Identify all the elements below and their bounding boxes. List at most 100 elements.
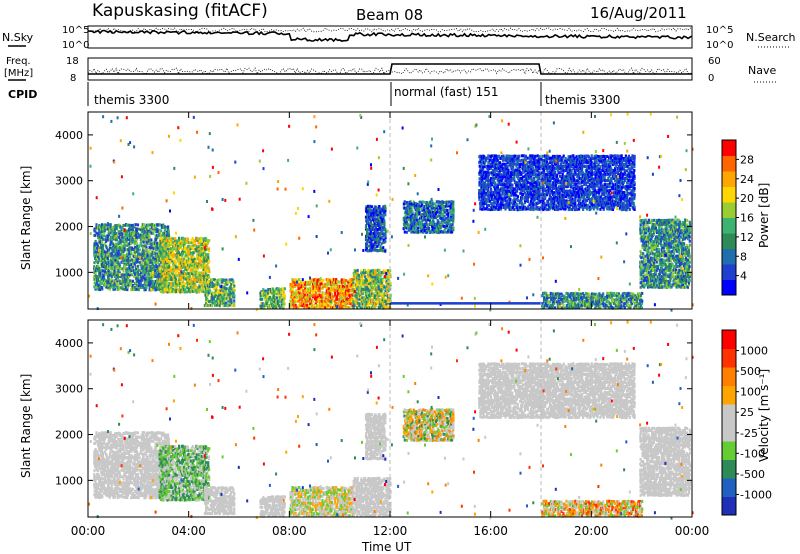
data-cell [97, 261, 100, 265]
data-cell [137, 288, 140, 292]
data-cell [507, 168, 510, 172]
data-cell [131, 258, 134, 262]
data-cell [151, 288, 154, 292]
data-cell [154, 239, 157, 243]
data-cell [139, 238, 142, 241]
data-cell [130, 288, 133, 292]
data-cell [101, 246, 104, 250]
data-cell [233, 289, 236, 293]
data-cell [348, 293, 351, 297]
data-cell [118, 230, 121, 233]
data-cell [152, 246, 155, 250]
data-cell [370, 205, 373, 209]
data-cell [124, 288, 127, 291]
data-cell [124, 266, 127, 270]
data-cell [129, 254, 132, 258]
data-cell [156, 241, 159, 245]
data-cell [142, 223, 145, 227]
data-cell [118, 286, 121, 290]
data-cell [138, 244, 141, 248]
data-cell [114, 252, 117, 256]
data-cell [134, 275, 137, 279]
data-cell [113, 265, 116, 269]
data-cell [125, 239, 128, 243]
data-cell [111, 286, 114, 289]
data-cell [140, 226, 143, 229]
data-cell [129, 256, 132, 260]
data-cell [113, 269, 116, 273]
data-cell [101, 269, 104, 273]
data-cell [378, 268, 381, 272]
data-cell [283, 294, 286, 298]
data-cell [103, 283, 106, 287]
data-cell [140, 244, 143, 248]
data-cell [110, 279, 114, 283]
data-cell [103, 229, 106, 233]
data-cell [113, 287, 116, 291]
data-cell [97, 236, 100, 240]
data-cell [131, 235, 134, 239]
data-cell [107, 275, 110, 279]
data-cell [105, 238, 108, 242]
data-cell [211, 301, 214, 305]
data-cell [108, 248, 111, 252]
data-cell [146, 225, 149, 229]
data-cell [116, 262, 119, 266]
data-cell [151, 252, 154, 256]
data-cell [142, 227, 145, 231]
data-cell [125, 233, 128, 237]
data-cell [521, 175, 524, 179]
data-cell [131, 283, 135, 287]
data-cell [97, 234, 100, 238]
data-cell [160, 229, 163, 233]
data-cell [313, 287, 317, 291]
data-cell [136, 246, 139, 250]
data-cell [112, 287, 115, 291]
data-cell [103, 242, 106, 246]
data-cell [115, 225, 118, 229]
data-cell [107, 269, 110, 272]
data-cell [153, 229, 156, 233]
data-cell [151, 284, 154, 287]
data-cell [140, 262, 143, 266]
data-cell [104, 261, 107, 265]
cpid-label: CPID [8, 88, 37, 101]
data-cell [379, 245, 382, 249]
data-cell [128, 269, 131, 273]
data-cell [331, 287, 334, 291]
data-cell [113, 256, 116, 260]
cpid-segment-1: themis 3300 [94, 93, 169, 107]
data-cell [98, 270, 101, 274]
data-cell [147, 283, 150, 287]
data-cell [94, 239, 97, 243]
data-cell [153, 273, 156, 277]
data-cell [93, 275, 96, 279]
data-cell [118, 231, 121, 235]
data-cell [124, 231, 127, 235]
data-cell [384, 234, 387, 238]
data-cell [502, 154, 505, 158]
data-cell [103, 261, 106, 265]
data-cell [117, 261, 120, 265]
data-cell [142, 283, 145, 287]
data-cell [144, 250, 147, 254]
data-cell [107, 271, 110, 275]
data-cell [174, 265, 178, 269]
data-cell [206, 287, 209, 291]
data-cell [107, 252, 110, 256]
data-cell [124, 281, 127, 285]
data-cell [137, 272, 140, 276]
data-cell [137, 277, 140, 281]
data-cell [291, 287, 294, 291]
data-cell [493, 201, 496, 205]
data-cell [96, 242, 99, 246]
data-cell [125, 257, 128, 261]
data-cell [151, 266, 154, 270]
data-cell [120, 286, 123, 290]
data-cell [138, 233, 141, 237]
data-cell [145, 252, 148, 256]
data-cell [368, 204, 371, 208]
data-cell [110, 240, 113, 244]
data-cell [152, 275, 155, 279]
data-cell [130, 229, 133, 233]
